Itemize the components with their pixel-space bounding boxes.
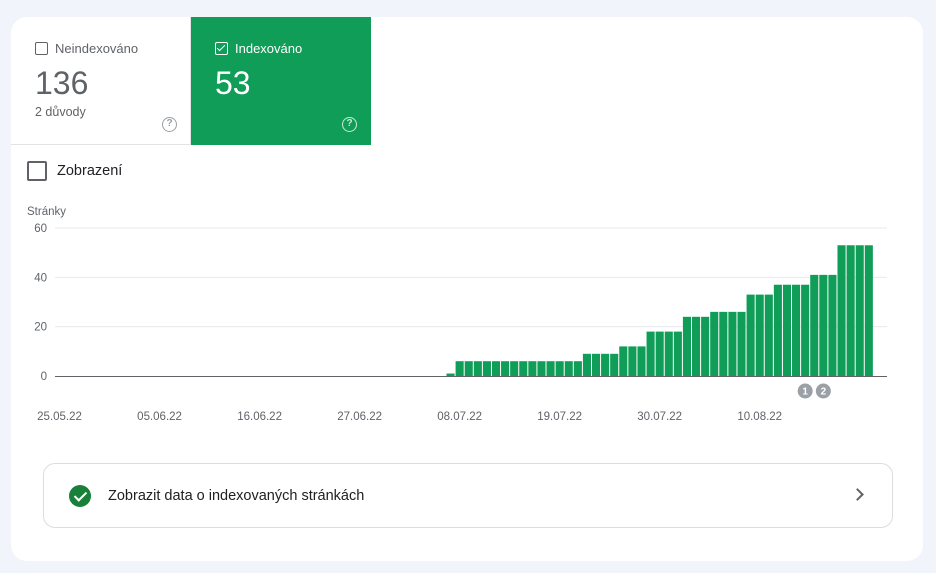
bar — [764, 294, 773, 376]
chevron-right-icon — [851, 488, 864, 501]
bar — [619, 346, 628, 376]
bar — [510, 361, 519, 376]
bar — [519, 361, 528, 376]
bar — [555, 361, 564, 376]
annotation-label: 1 — [802, 387, 808, 398]
bar — [701, 316, 710, 376]
indexed-pages-chart: Stránky 0 20 40 60 25.05.22 05.06.22 16.06.22 27… — [27, 206, 887, 423]
bar — [582, 353, 591, 376]
bar — [710, 311, 719, 376]
bar — [610, 353, 619, 376]
x-tick-label: 05.06.22 — [137, 411, 182, 423]
bar — [573, 361, 582, 376]
bar — [673, 331, 682, 376]
annotation-marker — [814, 382, 832, 400]
bar — [664, 331, 673, 376]
annotation-marker — [796, 382, 814, 400]
bar — [655, 331, 664, 376]
indexed-header: Indexováno — [215, 41, 302, 56]
bar — [464, 361, 473, 376]
bar — [792, 284, 801, 376]
bar — [528, 361, 537, 376]
bar — [737, 311, 746, 376]
x-tick-label: 10.08.22 — [737, 411, 782, 423]
x-tick-label: 25.05.22 — [37, 411, 82, 423]
not-indexed-tile[interactable]: Neindexováno 136 2 důvody ? — [11, 17, 191, 145]
bar — [628, 346, 637, 376]
bar — [501, 361, 510, 376]
views-checkbox[interactable] — [27, 161, 47, 181]
y-tick-label: 60 — [34, 223, 47, 235]
bar — [819, 274, 828, 376]
bar — [564, 361, 573, 376]
y-tick-label: 0 — [41, 371, 47, 383]
bar — [473, 361, 482, 376]
view-indexed-pages-label: Zobrazit data o indexovaných stránkách — [108, 487, 365, 504]
bar — [692, 316, 701, 376]
bar — [773, 284, 782, 376]
x-tick-label: 19.07.22 — [537, 411, 582, 423]
bar — [491, 361, 501, 376]
bar — [801, 284, 810, 376]
bar — [746, 294, 755, 376]
indexed-checkbox[interactable] — [215, 42, 228, 55]
not-indexed-label: Neindexováno — [55, 41, 139, 56]
bar — [682, 316, 692, 376]
bar — [637, 346, 646, 376]
bar — [864, 245, 873, 376]
not-indexed-checkbox[interactable] — [35, 42, 48, 55]
bar — [601, 353, 610, 376]
bar — [546, 361, 555, 376]
y-tick-label: 40 — [34, 272, 47, 284]
bar — [591, 353, 601, 376]
bar — [855, 245, 864, 376]
bar — [728, 311, 737, 376]
bar — [446, 373, 455, 376]
indexed-count: 53 — [215, 65, 251, 101]
bar — [837, 245, 846, 376]
not-indexed-header: Neindexováno — [35, 41, 138, 56]
bar — [482, 361, 491, 376]
bar — [455, 361, 464, 376]
y-tick-label: 20 — [34, 322, 47, 334]
indexed-label: Indexováno — [235, 41, 303, 56]
help-icon[interactable]: ? — [162, 117, 177, 132]
view-indexed-pages-link[interactable]: Zobrazit data o indexovaných stránkách — [43, 463, 893, 528]
x-tick-label: 08.07.22 — [437, 411, 482, 423]
views-label: Zobrazení — [57, 163, 123, 179]
x-tick-label: 27.06.22 — [337, 411, 382, 423]
y-axis-label: Stránky — [27, 206, 66, 218]
bar — [782, 284, 792, 376]
bar — [810, 274, 819, 376]
x-tick-label: 16.06.22 — [237, 411, 282, 423]
help-icon[interactable]: ? — [342, 117, 357, 132]
bar — [537, 361, 546, 376]
bar — [646, 331, 655, 376]
bar — [755, 294, 764, 376]
x-tick-label: 30.07.22 — [637, 411, 682, 423]
not-indexed-count: 136 — [35, 65, 89, 101]
check-circle-icon — [69, 484, 91, 507]
indexed-tile[interactable]: Indexováno 53 ? — [191, 17, 371, 145]
bar — [828, 274, 837, 376]
annotation-label: 2 — [821, 387, 827, 398]
coverage-card: Neindexováno 136 2 důvody ? Indexováno 5… — [11, 17, 923, 561]
bar — [846, 245, 855, 376]
views-toggle[interactable]: Zobrazení — [27, 161, 122, 181]
bar — [719, 311, 728, 376]
not-indexed-reasons: 2 důvody — [35, 105, 86, 119]
